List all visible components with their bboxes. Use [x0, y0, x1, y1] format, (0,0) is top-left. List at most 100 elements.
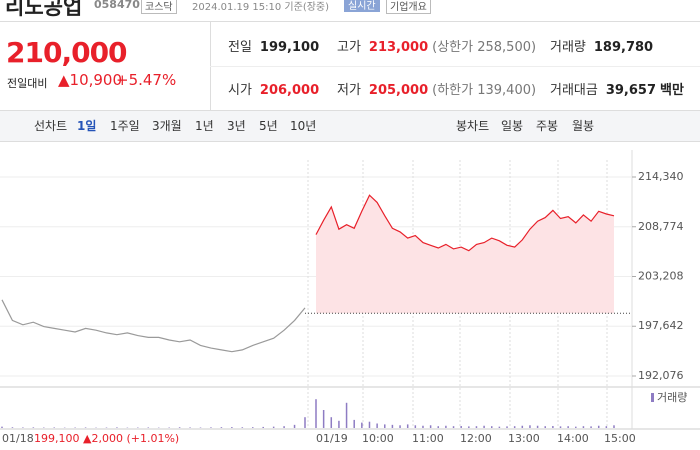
- volume-bar: [353, 419, 355, 428]
- volume-bar: [220, 427, 223, 428]
- stat: 고가 213,000 (상한가 258,500): [337, 36, 536, 55]
- divider: [0, 21, 700, 22]
- change-rate: +5.47%: [116, 71, 177, 89]
- stat: 저가 205,000 (하한가 139,400): [337, 79, 536, 98]
- volume-bar: [544, 426, 546, 428]
- realtime-button[interactable]: 실시간: [344, 0, 380, 12]
- volume-bar: [513, 426, 516, 428]
- volume-bar: [178, 427, 181, 428]
- volume-bar: [414, 425, 417, 428]
- prev-change: ▲2,000: [83, 432, 123, 445]
- change: ▲10,900: [58, 71, 123, 89]
- tab[interactable]: 주봉: [536, 119, 559, 133]
- volume-bar: [376, 423, 378, 428]
- volume-bar: [483, 425, 485, 428]
- tab-bar: [0, 110, 700, 142]
- stock-name: 리노공업: [5, 0, 83, 19]
- volume-bar: [552, 426, 554, 428]
- x-tick-label: 11:00: [412, 432, 444, 445]
- volume-bar: [384, 424, 386, 428]
- stat-unit: 백만: [660, 83, 684, 98]
- volume-bar: [590, 426, 592, 428]
- timestamp: 2024.01.19 15:10 기준(장중): [192, 2, 330, 13]
- volume-bar: [11, 427, 14, 428]
- prev-close: 199,100: [34, 432, 80, 445]
- volume-bar: [231, 427, 233, 428]
- x-tick-label: 14:00: [557, 432, 589, 445]
- volume-bar: [368, 421, 371, 428]
- x-tick-label: 15:00: [604, 432, 636, 445]
- y-tick-label: 197,642: [638, 319, 684, 332]
- stat: 거래대금 39,657 백만: [550, 79, 684, 98]
- y-tick-label: 192,076: [638, 369, 684, 382]
- tab[interactable]: 3개월: [152, 119, 182, 133]
- divider: [210, 66, 700, 67]
- volume-bar: [338, 420, 340, 428]
- volume-bar: [391, 424, 394, 428]
- volume-bar: [582, 426, 585, 428]
- stat-label: 고가: [337, 40, 361, 55]
- volume-bar: [575, 426, 577, 428]
- volume-bar: [460, 426, 462, 428]
- stat-value: 199,100: [259, 40, 320, 55]
- stat-label: 전일: [228, 40, 252, 55]
- volume-bar: [293, 424, 296, 428]
- volume-bar: [262, 426, 264, 428]
- stat-label: 거래량: [550, 40, 586, 55]
- volume-bar: [429, 425, 432, 428]
- stat: 시가 206,000: [228, 79, 319, 98]
- tab[interactable]: 10년: [290, 119, 317, 133]
- volume-bar: [399, 425, 401, 428]
- volume-bar: [468, 426, 470, 428]
- volume-bar: [53, 427, 55, 428]
- tab-group-label: 봉차트: [456, 119, 490, 133]
- x-tick-label: 01/19: [316, 432, 348, 445]
- stat-value: 39,657: [605, 83, 657, 98]
- volume-bar: [189, 427, 191, 428]
- y-tick-label: 203,208: [638, 269, 684, 282]
- tab[interactable]: 1년: [195, 119, 214, 133]
- volume-bar: [422, 425, 424, 428]
- volume-bar: [437, 426, 440, 428]
- volume-bar: [252, 427, 254, 428]
- tab[interactable]: 3년: [227, 119, 246, 133]
- stat: 전일 199,100: [228, 36, 319, 55]
- stat-label: 저가: [337, 83, 361, 98]
- tab[interactable]: 일봉: [501, 119, 524, 133]
- stat-value: 189,780: [593, 40, 654, 55]
- price-line: [315, 194, 615, 252]
- volume-bar: [605, 426, 608, 428]
- volume-bar: [490, 426, 493, 428]
- price-line: [1, 299, 306, 353]
- volume-bar: [241, 427, 244, 428]
- y-tick-label: 208,774: [638, 220, 684, 233]
- volume-bar: [210, 427, 212, 428]
- tab[interactable]: 1일: [77, 119, 97, 133]
- volume-bar: [498, 426, 501, 428]
- change-label: 전일대비: [7, 77, 48, 90]
- x-tick-label: 13:00: [508, 432, 540, 445]
- stat: 거래량 189,780: [550, 36, 653, 55]
- company-info-button[interactable]: 기업개요: [386, 0, 431, 14]
- tab[interactable]: 월봉: [572, 119, 595, 133]
- volume-bar: [361, 422, 363, 428]
- tab[interactable]: 1주일: [110, 119, 140, 133]
- volume-bar: [559, 426, 562, 428]
- x-tick-label: 12:00: [460, 432, 492, 445]
- stat-value: 206,000: [259, 83, 320, 98]
- volume-bar: [521, 425, 524, 428]
- volume-bar: [445, 425, 447, 428]
- stock-code: 058470: [94, 0, 140, 11]
- volume-bar: [597, 425, 600, 428]
- volume-bar: [330, 417, 333, 428]
- volume-bar: [1, 426, 3, 428]
- volume-bar: [283, 426, 285, 428]
- market: 코스닥: [141, 0, 177, 14]
- volume-bar: [32, 427, 35, 428]
- prev-rate: (+1.01%): [126, 432, 180, 445]
- tab[interactable]: 5년: [259, 119, 278, 133]
- volume-bar: [345, 402, 348, 428]
- volume-bar: [506, 426, 508, 428]
- stat-label: 시가: [228, 83, 252, 98]
